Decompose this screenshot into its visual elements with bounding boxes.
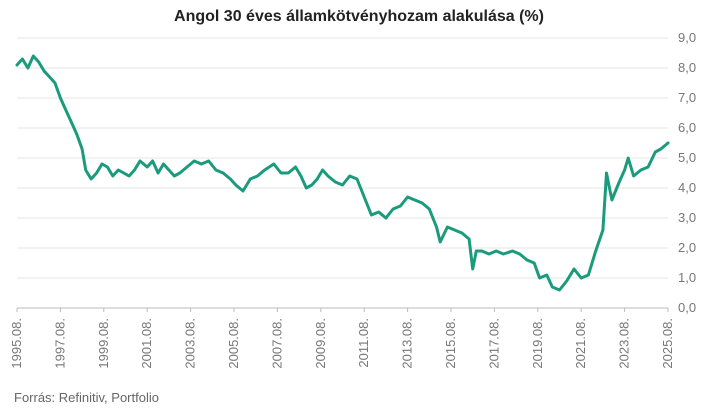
x-tick-label: 2005.08. bbox=[226, 318, 241, 369]
y-tick-label: 1,0 bbox=[678, 270, 696, 285]
x-tick-label: 1995.08. bbox=[9, 318, 24, 369]
x-tick-label: 2019.08. bbox=[530, 318, 545, 369]
x-tick-label: 2003.08. bbox=[183, 318, 198, 369]
x-tick-label: 2023.08. bbox=[617, 318, 632, 369]
x-tick-label: 2025.08. bbox=[660, 318, 675, 369]
y-tick-label: 5,0 bbox=[678, 150, 696, 165]
y-tick-label: 3,0 bbox=[678, 210, 696, 225]
y-tick-label: 0,0 bbox=[678, 300, 696, 315]
x-tick-label: 1997.08. bbox=[52, 318, 67, 369]
x-tick-label: 2009.08. bbox=[313, 318, 328, 369]
x-tick-label: 2017.08. bbox=[486, 318, 501, 369]
x-tick-label: 2001.08. bbox=[139, 318, 154, 369]
x-tick-label: 2011.08. bbox=[356, 318, 371, 368]
y-tick-label: 7,0 bbox=[678, 90, 696, 105]
x-tick-label: 1999.08. bbox=[96, 318, 111, 369]
x-tick-label: 2007.08. bbox=[269, 318, 284, 369]
x-tick-label: 2015.08. bbox=[443, 318, 458, 369]
y-tick-label: 8,0 bbox=[678, 60, 696, 75]
x-tick-label: 2021.08. bbox=[573, 318, 588, 369]
chart-title: Angol 30 éves államkötvényhozam alakulás… bbox=[174, 8, 544, 25]
source-note: Forrás: Refinitiv, Portfolio bbox=[14, 390, 159, 405]
y-tick-label: 4,0 bbox=[678, 180, 696, 195]
y-tick-label: 6,0 bbox=[678, 120, 696, 135]
series-line bbox=[15, 54, 670, 292]
x-tick-label: 2013.08. bbox=[400, 318, 415, 369]
y-tick-label: 2,0 bbox=[678, 240, 696, 255]
grid-lines bbox=[17, 37, 668, 309]
series-layer bbox=[15, 54, 670, 292]
axes: 0,0 1,0 2,0 3,0 4,0 5,0 6,0 7,0 8,0 9,0 1995.08. 19… bbox=[9, 30, 696, 369]
y-tick-label: 9,0 bbox=[678, 30, 696, 45]
